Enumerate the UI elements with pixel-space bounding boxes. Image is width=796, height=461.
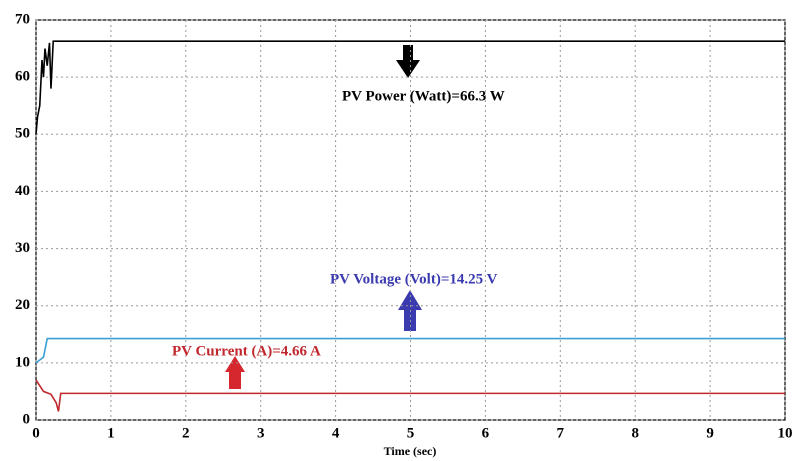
x-tick-label: 1 [107,425,115,441]
x-tick-label: 6 [482,425,490,441]
line-series [35,337,785,364]
y-tick-label: 0 [23,411,31,427]
x-tick-label: 5 [407,425,415,441]
y-tick-label: 20 [15,297,30,313]
line-series [35,379,785,412]
y-tick-label: 70 [15,11,30,27]
annotation: PV Power (Watt)=66.3 W [342,88,505,104]
x-axis-label: Time (sec) [384,444,437,458]
y-tick-label: 40 [15,183,30,199]
x-tick-label: 4 [332,425,340,441]
x-tick-label: 0 [32,425,40,441]
x-tick-label: 8 [631,425,639,441]
annotation: PV Voltage (Volt)=14.25 V [330,271,498,287]
x-tick-label: 9 [706,425,714,441]
x-tick-label: 7 [557,425,565,441]
y-tick-label: 50 [15,126,30,142]
annotation: PV Current (A)=4.66 A [172,343,321,359]
x-tick-label: 2 [182,425,190,441]
power-arrow [396,45,420,78]
y-tick-label: 60 [15,69,30,85]
current-arrow [225,356,245,389]
x-tick-label: 3 [257,425,265,441]
y-tick-label: 30 [15,240,30,256]
line-series [35,40,785,135]
y-tick-label: 10 [15,354,30,370]
x-tick-label: 10 [778,425,793,441]
